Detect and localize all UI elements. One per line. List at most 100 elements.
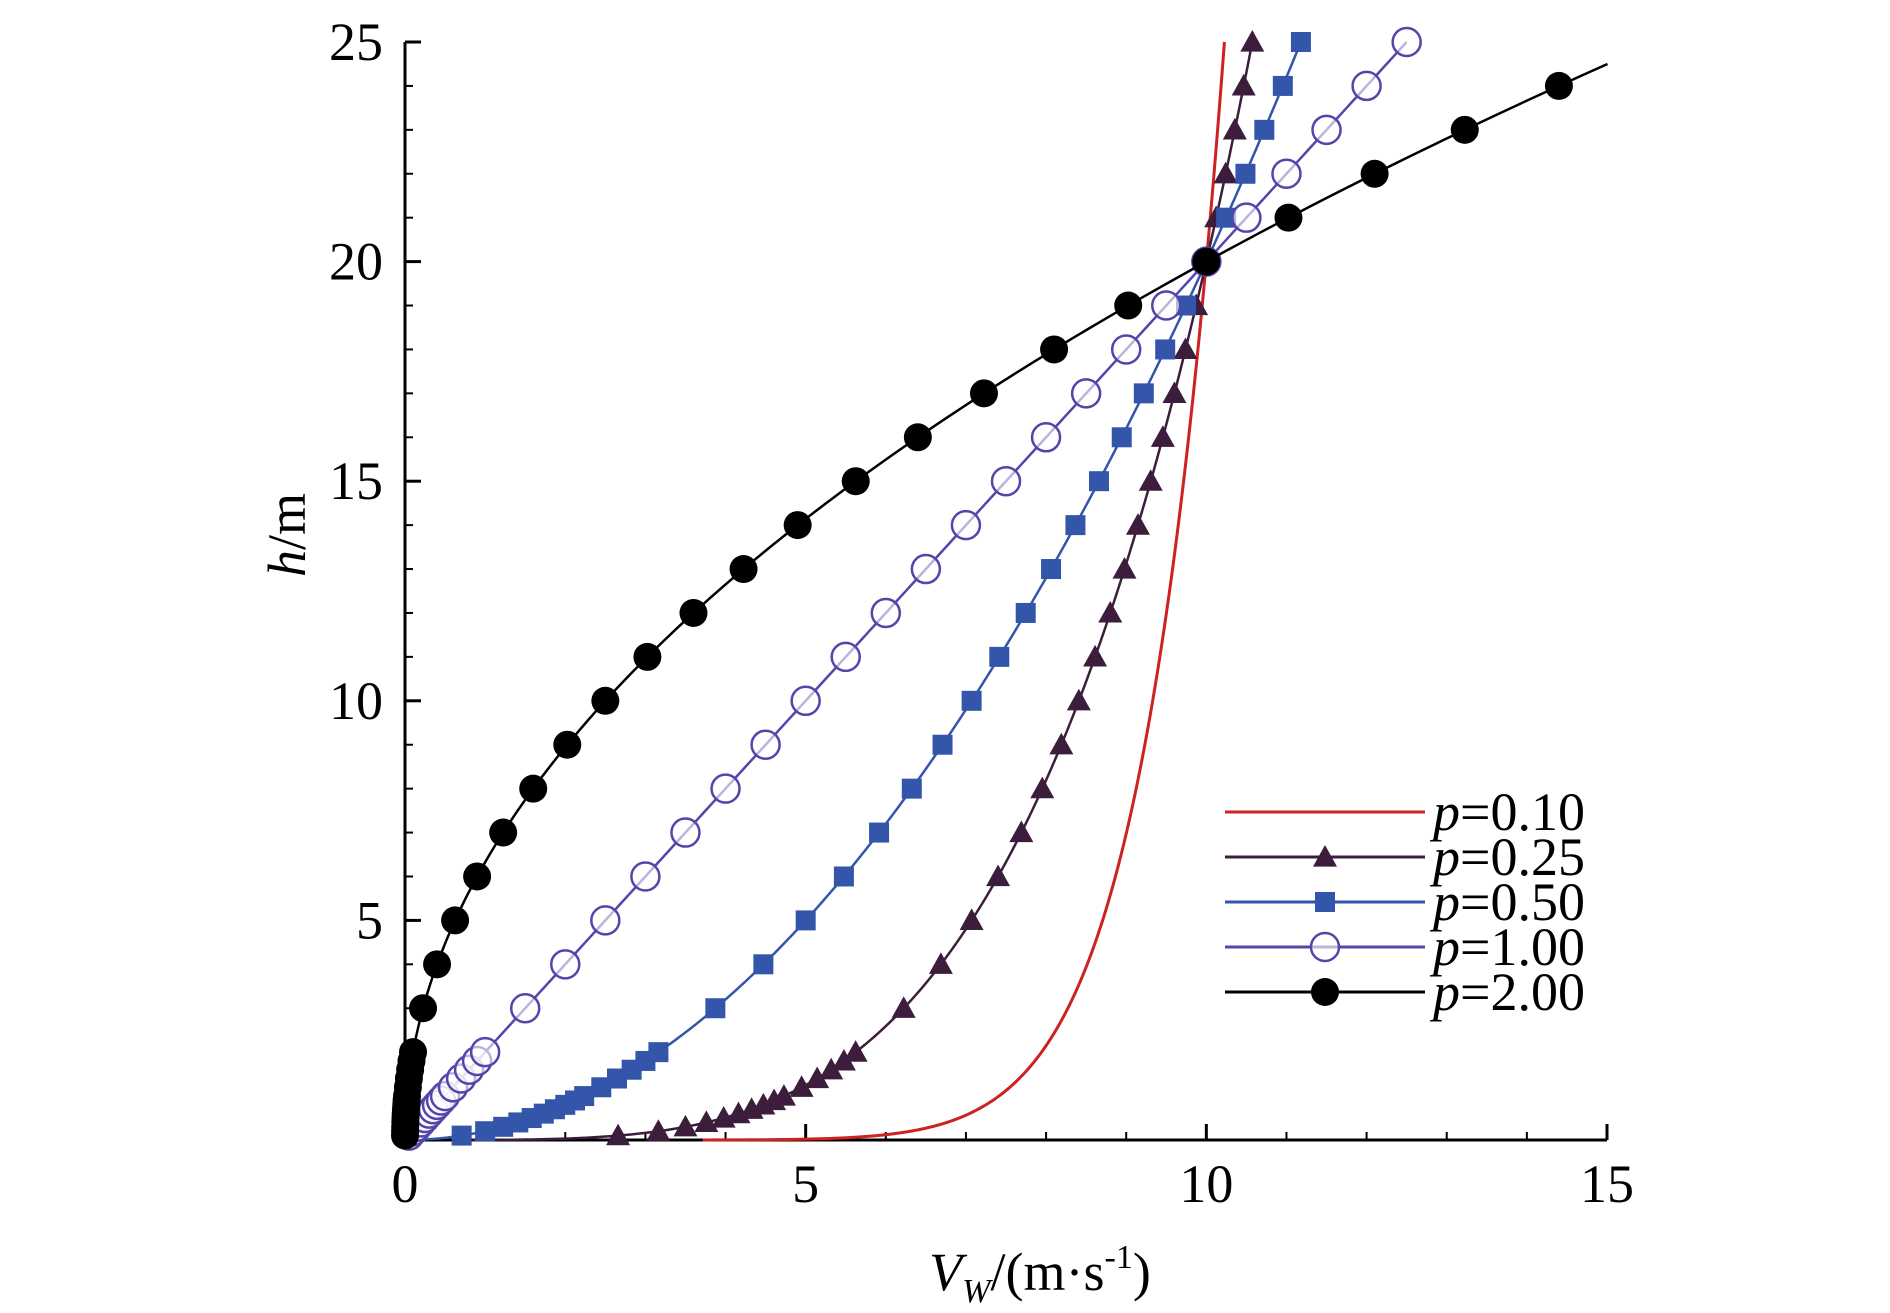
data-point [475,1121,496,1142]
data-point [1125,513,1150,535]
data-point [753,954,774,975]
x-tick-label: 10 [1179,1154,1233,1214]
y-tick-label: 10 [329,671,383,731]
axes: 0 5 10 15 5 10 15 20 25 [329,12,1634,1214]
y-axis-unit: /m [257,493,317,550]
x-ticks: 0 5 10 15 [392,1124,1634,1214]
series-layer [391,26,1609,1151]
data-point [1009,820,1034,843]
data-point [771,1084,796,1106]
data-point [1150,425,1175,447]
x-axis-label: VW/(m·s-1) [929,1239,1151,1310]
data-point [795,910,816,931]
data-point [1235,163,1256,184]
data-point [1030,776,1055,799]
data-point [969,379,998,408]
data-point [1231,202,1262,233]
data-point [990,465,1022,497]
data-point [989,646,1010,667]
data-point [950,509,982,541]
series-line [702,41,1226,1142]
legend-marker [1313,845,1337,867]
data-point [1272,75,1293,96]
data-point [553,730,582,759]
data-point [1544,71,1573,100]
legend-item: p=0.50 [1225,872,1585,932]
data-point [903,423,932,452]
y-tick-label: 15 [329,451,383,511]
data-point [910,553,942,585]
data-point [1015,602,1036,623]
data-point [869,822,890,843]
series-line [410,41,1303,1142]
data-point [489,818,518,847]
data-point [493,1116,514,1137]
data-point [1111,427,1132,448]
data-point [591,1077,612,1098]
y-tick-label: 25 [329,12,383,72]
legend-marker [1311,978,1339,1006]
data-point [550,949,581,980]
legend-label: p=0.10 [1429,782,1585,842]
data-point [891,996,916,1018]
data-point [705,998,726,1019]
data-point [831,1048,856,1071]
data-point [1213,161,1238,184]
data-point [928,952,953,974]
data-point [590,905,621,936]
data-point [633,642,662,671]
data-point [1311,114,1342,146]
data-point [961,690,982,711]
data-point [710,773,741,804]
data-point [1040,335,1069,364]
series-p-0-10 [702,41,1226,1142]
data-point [423,950,452,979]
data-point [805,1066,830,1089]
data-point [1065,515,1086,536]
data-point [789,1075,814,1097]
data-point [750,729,781,760]
data-point [679,598,708,627]
data-point [1133,383,1154,404]
data-point [833,866,854,887]
x-axis-subscript: W [962,1273,993,1310]
data-point [591,686,620,715]
data-point [1360,159,1389,188]
legend-item: p=1.00 [1225,917,1585,977]
data-point [843,1040,868,1062]
data-point [1240,30,1265,52]
data-point [830,641,861,673]
data-point [1041,559,1062,580]
legend: p=0.10p=0.25p=0.50p=1.00p=2.00 [1225,782,1585,1022]
data-point [441,906,470,935]
data-point [901,778,922,799]
x-axis-unit: /(m·s [991,1242,1105,1302]
data-point [1290,32,1311,52]
data-point [729,555,758,584]
data-point [630,861,661,892]
data-point [1070,378,1102,409]
data-point [1222,117,1247,140]
x-tick-label: 0 [392,1154,419,1214]
y-axis-symbol: h [257,550,317,577]
legend-item: p=0.25 [1225,827,1585,887]
legend-marker [1309,931,1341,963]
series-p-0-25 [472,30,1265,1146]
y-tick-label: 5 [356,890,383,950]
data-point [574,1086,595,1107]
data-point [841,467,870,496]
data-point [409,994,438,1023]
x-tick-label: 5 [792,1154,819,1214]
data-point [519,774,548,803]
data-point [451,1125,472,1146]
data-point [1066,688,1091,711]
data-point [1110,334,1142,365]
legend-marker [1315,892,1335,912]
data-point [1138,469,1163,491]
data-point [1351,70,1382,102]
data-point [509,992,541,1024]
data-point [1030,422,1062,453]
data-point [1098,600,1123,623]
